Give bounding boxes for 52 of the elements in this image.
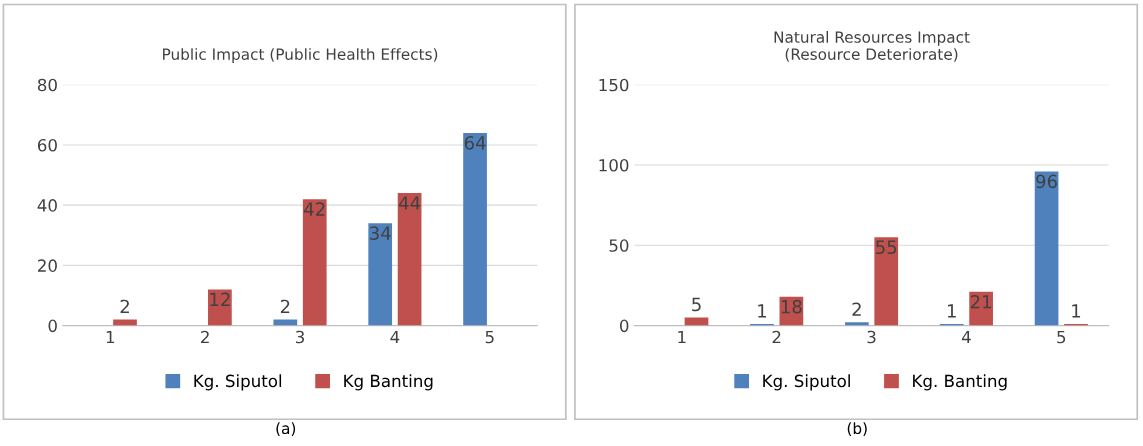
y-tick-label: 80 — [37, 78, 57, 92]
y-tick-label: 20 — [38, 259, 57, 272]
data-label: 55 — [876, 240, 897, 255]
y-tick-label: 40 — [37, 199, 57, 212]
data-label: 42 — [304, 202, 325, 216]
data-label: 1 — [758, 304, 767, 318]
data-label: 1 — [1072, 304, 1081, 318]
y-tick-label: 0 — [620, 319, 629, 333]
bar — [874, 237, 899, 326]
bar — [844, 322, 869, 326]
text: (a) — [276, 422, 296, 436]
y-tick-label: 0 — [48, 319, 57, 333]
y-tick-label: 100 — [599, 158, 629, 172]
x-tick-label: 4 — [390, 330, 400, 344]
legend-label: Kg. Siputol — [194, 374, 282, 391]
data-label: 2 — [280, 299, 290, 314]
x-tick-label: 3 — [296, 330, 304, 344]
x-tick-label: 3 — [867, 330, 876, 344]
bar — [397, 193, 422, 326]
data-label: 18 — [781, 299, 802, 314]
x-tick-label: 5 — [1057, 330, 1066, 344]
data-label: 96 — [1036, 174, 1057, 189]
data-label: 64 — [464, 136, 486, 150]
data-label: 2 — [120, 299, 129, 314]
legend-label: Kg. Siputol — [763, 374, 850, 391]
data-label: 1 — [947, 304, 956, 318]
data-label: 5 — [692, 297, 701, 312]
data-label: 12 — [210, 292, 230, 306]
data-label: 2 — [852, 302, 861, 316]
bar — [302, 199, 327, 326]
x-tick-label: 2 — [201, 330, 209, 344]
legend-label: Kg. Banting — [913, 374, 1007, 391]
x-tick-label: 5 — [485, 330, 494, 344]
y-tick-label: 150 — [599, 78, 629, 92]
bar — [1034, 171, 1059, 326]
x-tick-label: 1 — [106, 330, 115, 344]
bar — [368, 223, 393, 326]
chart-title: Public Impact (Public Health Effects) — [163, 48, 438, 63]
bar — [969, 291, 993, 326]
bar — [208, 289, 232, 326]
x-tick-label: 2 — [772, 330, 781, 344]
data-label: 34 — [370, 226, 391, 240]
text: (b) — [847, 422, 867, 436]
data-label: 44 — [399, 196, 421, 210]
y-tick-label: 60 — [37, 138, 57, 152]
legend-label: Kg Banting — [344, 374, 433, 391]
x-tick-label: 4 — [961, 330, 971, 344]
bar — [463, 132, 487, 326]
x-tick-label: 1 — [678, 330, 686, 344]
y-tick-label: 50 — [609, 239, 629, 252]
chart-title: Natural Resources Impact (Resource Deteriorate) — [774, 31, 970, 62]
data-label: 21 — [970, 294, 991, 309]
